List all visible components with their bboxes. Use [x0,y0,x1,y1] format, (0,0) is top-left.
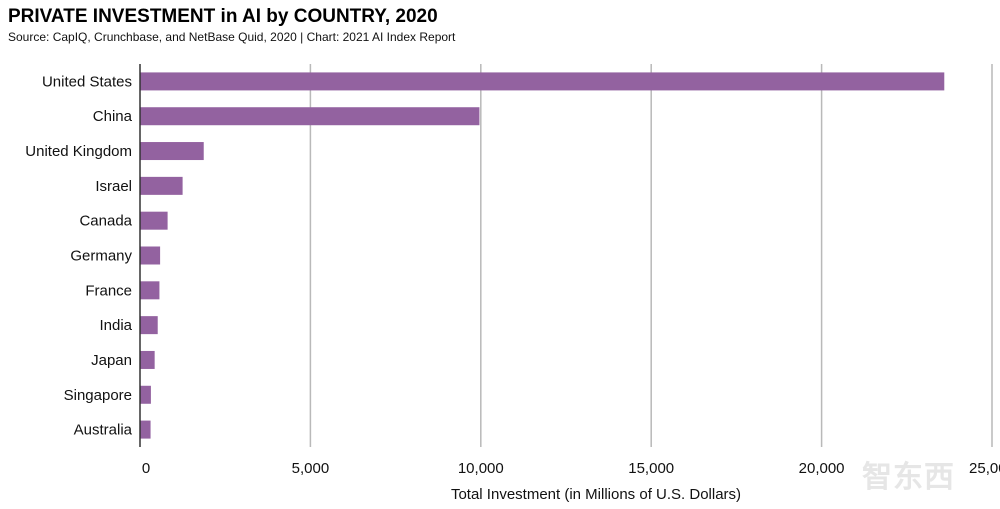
category-label: Singapore [64,387,132,404]
bar [140,316,158,335]
bar [140,211,168,230]
chart-title: PRIVATE INVESTMENT in AI by COUNTRY, 202… [8,6,438,27]
category-label: Germany [70,248,132,265]
category-label: United States [42,73,132,90]
x-tick-label: 0 [142,460,150,477]
category-label: Canada [79,213,132,230]
x-tick-label: 15,000 [628,460,674,477]
x-axis-title: Total Investment (in Millions of U.S. Do… [451,486,741,503]
category-labels: United States China United Kingdom Israel Ca… [25,73,132,438]
gridlines [309,64,993,447]
bar [140,420,151,439]
x-tick-labels: 0 5,000 10,000 15,000 20,000 25,000 [142,460,1000,477]
x-tick-label: 25,000 [969,460,1000,477]
category-label: Israel [95,178,132,195]
category-label: India [99,317,132,334]
bar [140,72,945,91]
bars [140,72,945,439]
watermark-logo: 智东西 [862,461,955,494]
bar [140,176,183,195]
category-label: United Kingdom [25,143,132,160]
category-label: Australia [74,422,133,439]
bar [140,246,161,265]
x-tick-label: 10,000 [458,460,504,477]
x-tick-label: 5,000 [292,460,330,477]
category-label: China [93,108,133,125]
chart-subtitle: Source: CapIQ, Crunchbase, and NetBase Q… [8,30,456,44]
bar [140,350,155,369]
category-label: France [85,282,132,299]
bar [140,385,151,404]
x-tick-label: 20,000 [799,460,845,477]
bar [140,142,204,161]
bar [140,107,480,126]
bar [140,281,160,300]
category-label: Japan [91,352,132,369]
